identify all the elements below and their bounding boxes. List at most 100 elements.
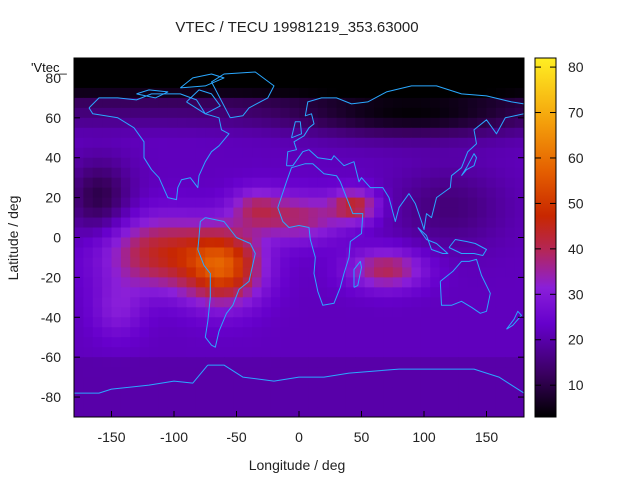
heatmap-cell	[139, 407, 150, 417]
heatmap-cell	[299, 387, 309, 398]
heatmap-cell	[92, 127, 103, 139]
heatmap-cell	[186, 297, 197, 308]
heatmap-cell	[467, 197, 478, 209]
heatmap-cell	[430, 187, 441, 199]
x-axis-label: Longitude / deg	[249, 457, 346, 473]
heatmap-cell	[327, 257, 338, 269]
heatmap-cell	[355, 307, 366, 318]
heatmap-cell	[149, 227, 159, 239]
heatmap-cell	[486, 147, 497, 159]
heatmap-cell	[111, 327, 122, 338]
heatmap-cell	[261, 227, 272, 239]
heatmap-cell	[242, 267, 253, 278]
heatmap-cell	[214, 267, 225, 278]
heatmap-cell	[514, 197, 524, 209]
heatmap-cell	[495, 87, 506, 99]
heatmap-cell	[195, 167, 206, 179]
coastline	[186, 89, 221, 115]
heatmap-cell	[411, 307, 422, 318]
heatmap-cell	[411, 317, 422, 328]
heatmap-cell	[458, 287, 469, 298]
heatmap-cell	[261, 58, 272, 69]
heatmap-cell	[102, 247, 113, 259]
heatmap-cell	[439, 317, 450, 328]
heatmap-cell	[158, 197, 169, 209]
heatmap-cell	[261, 277, 272, 288]
heatmap-cell	[224, 167, 234, 179]
coastline	[291, 121, 302, 139]
heatmap-cell	[317, 267, 328, 278]
heatmap-cell	[308, 107, 319, 119]
heatmap-cell	[439, 257, 450, 269]
heatmap-cell	[345, 237, 356, 249]
heatmap-cell	[308, 317, 319, 328]
heatmap-cell	[383, 397, 394, 408]
heatmap-cell	[92, 347, 103, 358]
heatmap-cell	[92, 97, 103, 109]
heatmap-cell	[383, 207, 394, 219]
heatmap-cell	[139, 397, 150, 408]
heatmap-cell	[74, 237, 84, 249]
heatmap-cell	[317, 397, 328, 408]
colorbar-tick-label: 50	[568, 195, 584, 211]
heatmap-cell	[111, 387, 122, 398]
heatmap-cell	[364, 207, 375, 219]
heatmap-cell	[149, 107, 159, 119]
heatmap-cell	[514, 147, 524, 159]
heatmap-cell	[430, 58, 441, 69]
heatmap-cell	[214, 77, 225, 89]
heatmap-cell	[486, 197, 497, 209]
colorbar-tick-label: 60	[568, 150, 584, 166]
heatmap-cell	[195, 217, 206, 229]
heatmap-cell	[83, 267, 94, 278]
heatmap-cell	[111, 307, 122, 318]
heatmap-cell	[402, 357, 413, 368]
heatmap-cell	[467, 147, 478, 159]
heatmap-cell	[195, 227, 206, 239]
heatmap-cell	[477, 87, 488, 99]
heatmap-cell	[477, 397, 488, 408]
heatmap-cell	[242, 307, 253, 318]
heatmap-cell	[92, 167, 103, 179]
heatmap-cell	[411, 187, 422, 199]
heatmap-cell	[411, 167, 422, 179]
heatmap-cell	[411, 127, 422, 139]
heatmap-cell	[458, 207, 469, 219]
heatmap-cell	[242, 177, 253, 189]
heatmap-cell	[411, 377, 422, 388]
heatmap-cell	[261, 127, 272, 139]
heatmap-cell	[420, 247, 431, 259]
heatmap-cell	[411, 117, 422, 129]
heatmap-cell	[83, 257, 94, 269]
heatmap-cell	[392, 327, 403, 338]
heatmap-cell	[336, 58, 347, 69]
heatmap-cell	[92, 187, 103, 199]
heatmap-cell	[411, 147, 422, 159]
heatmap-cell	[205, 107, 216, 119]
heatmap-cell	[477, 247, 488, 259]
heatmap-cell	[214, 127, 225, 139]
heatmap-cell	[261, 357, 272, 368]
heatmap-cell	[130, 167, 141, 179]
heatmap-cell	[411, 357, 422, 368]
heatmap-cell	[120, 347, 131, 358]
heatmap-cell	[261, 167, 272, 179]
heatmap-cell	[355, 357, 366, 368]
heatmap-cell	[186, 77, 197, 89]
heatmap-cell	[252, 177, 263, 189]
heatmap-cell	[495, 167, 506, 179]
heatmap-cell	[383, 97, 394, 109]
heatmap-cell	[102, 307, 113, 318]
heatmap-cell	[158, 317, 169, 328]
heatmap-cell	[299, 347, 309, 358]
heatmap-cell	[233, 277, 244, 288]
heatmap-cell	[130, 317, 141, 328]
heatmap-cell	[177, 407, 188, 417]
heatmap-cell	[224, 187, 234, 199]
heatmap-cell	[111, 207, 122, 219]
heatmap-cell	[195, 347, 206, 358]
heatmap-cell	[420, 337, 431, 348]
heatmap-cell	[177, 257, 188, 269]
heatmap-cell	[308, 87, 319, 99]
heatmap-cell	[420, 187, 431, 199]
